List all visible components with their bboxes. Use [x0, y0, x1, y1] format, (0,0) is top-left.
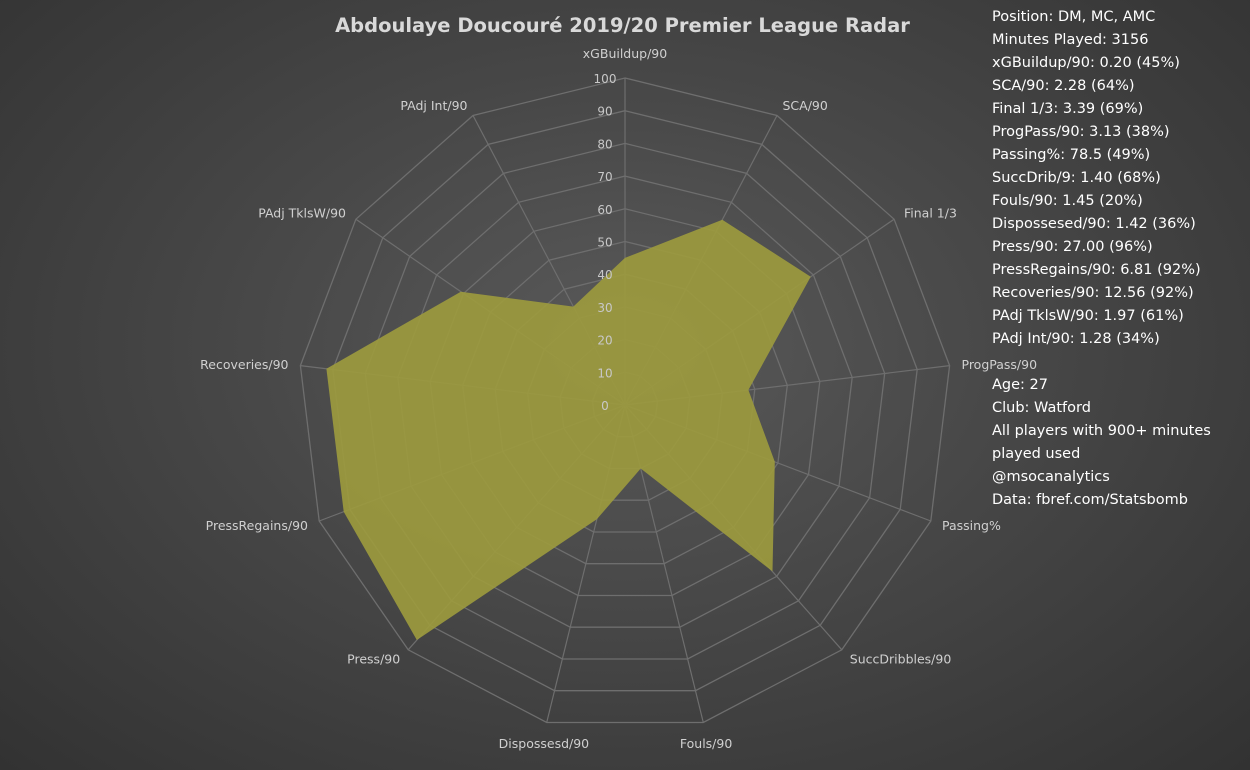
stat-line: Dispossesed/90: 1.42 (36%) [992, 216, 1196, 232]
stat-line: Final 1/3: 3.39 (69%) [992, 101, 1144, 117]
stat-line: PressRegains/90: 6.81 (92%) [992, 262, 1201, 278]
meta-line: @msocanalytics [992, 469, 1110, 485]
tick-label: 40 [597, 268, 612, 282]
grid-ring [332, 110, 918, 692]
tick-label: 10 [597, 366, 612, 380]
stat-line: Recoveries/90: 12.56 (92%) [992, 285, 1194, 301]
tick-label: 90 [597, 105, 612, 119]
stat-line: PAdj TklsW/90: 1.97 (61%) [992, 308, 1184, 324]
meta-line: Data: fbref.com/Statsbomb [992, 492, 1188, 508]
meta-line: Club: Watford [992, 400, 1091, 416]
stat-line: Passing%: 78.5 (49%) [992, 147, 1151, 163]
meta-line: played used [992, 446, 1081, 462]
stat-line: xGBuildup/90: 0.20 (45%) [992, 55, 1180, 71]
stats-list: Position: DM, MC, AMC Minutes Played: 315… [992, 6, 1242, 351]
stat-line: Position: DM, MC, AMC [992, 9, 1156, 25]
axis-label: PAdj Int/90 [400, 98, 467, 113]
grid-ring [397, 175, 853, 628]
tick-label: 70 [597, 170, 612, 184]
axis-label: Dispossesd/90 [499, 736, 590, 751]
axis-label: PAdj TklsW/90 [258, 205, 346, 220]
info-panel: Position: DM, MC, AMC Minutes Played: 315… [992, 6, 1242, 512]
tick-label: 100 [594, 72, 617, 86]
chart-title: Abdoulaye Doucouré 2019/20 Premier Leagu… [0, 14, 1250, 37]
tick-label: 20 [597, 334, 612, 348]
axis-label: ProgPass/90 [962, 357, 1038, 372]
axis-label: xGBuildup/90 [583, 46, 667, 61]
tick-label: 0 [601, 399, 609, 413]
axis-label: SuccDribbles/90 [850, 652, 952, 667]
stat-line: ProgPass/90: 3.13 (38%) [992, 124, 1170, 140]
tick-label: 50 [597, 236, 612, 250]
meta-line: Age: 27 [992, 377, 1048, 393]
stat-line: SCA/90: 2.28 (64%) [992, 78, 1135, 94]
axis-label: Fouls/90 [680, 736, 732, 751]
tick-label: 80 [597, 137, 612, 151]
series-area [326, 219, 811, 640]
meta-line: All players with 900+ minutes [992, 423, 1211, 439]
axis-label: PressRegains/90 [206, 518, 308, 533]
tick-label: 60 [597, 203, 612, 217]
stat-line: PAdj Int/90: 1.28 (34%) [992, 331, 1160, 347]
stat-line: Fouls/90: 1.45 (20%) [992, 193, 1143, 209]
tick-label: 30 [597, 301, 612, 315]
grid-ring [299, 77, 951, 724]
stat-line: Press/90: 27.00 (96%) [992, 239, 1153, 255]
stat-line: SuccDrib/9: 1.40 (68%) [992, 170, 1161, 186]
axis-label: Passing% [942, 518, 1001, 533]
axis-label: Final 1/3 [904, 205, 957, 220]
meta-list: Age: 27 Club: Watford All players with 900… [992, 374, 1242, 512]
axis-label: Press/90 [347, 652, 400, 667]
grid-ring [364, 142, 886, 660]
info-spacer [992, 351, 1242, 374]
stat-line: Minutes Played: 3156 [992, 32, 1149, 48]
axis-label: Recoveries/90 [200, 357, 288, 372]
chart-title-text: Abdoulaye Doucouré 2019/20 Premier Leagu… [335, 14, 910, 37]
axis-label: SCA/90 [783, 98, 828, 113]
